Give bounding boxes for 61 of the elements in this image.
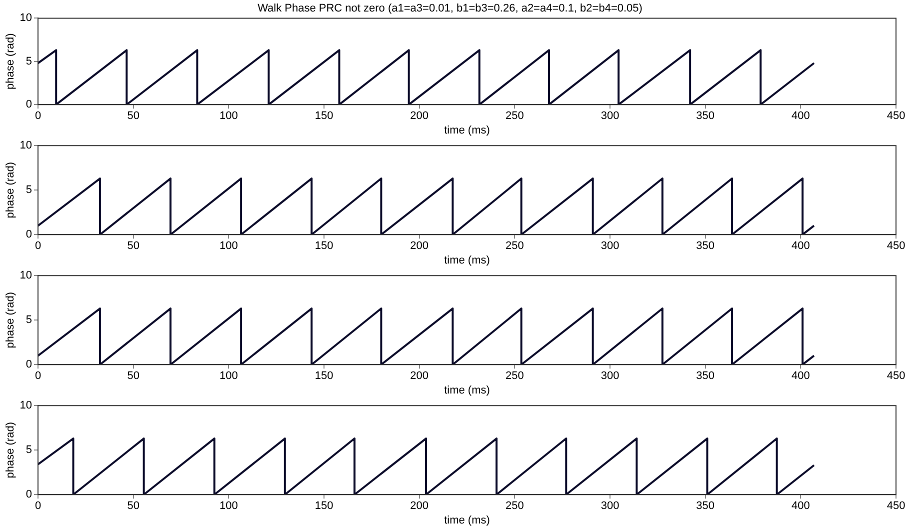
x-tick-label: 50	[127, 240, 140, 252]
x-tick-label: 200	[410, 370, 429, 382]
x-tick-label: 450	[886, 370, 906, 382]
x-tick-label: 450	[886, 240, 906, 252]
x-tick-label: 400	[791, 110, 810, 122]
x-tick-label: 300	[600, 370, 620, 382]
x-tick-label: 250	[505, 500, 524, 512]
y-tick-label: 0	[26, 98, 32, 111]
x-tick-label: 350	[696, 370, 715, 382]
x-tick-label: 400	[791, 240, 810, 252]
x-tick-label: 400	[791, 500, 810, 512]
y-tick-label: 10	[20, 12, 32, 24]
x-tick-label: 200	[410, 240, 429, 252]
x-axis-title: time (ms)	[444, 384, 490, 396]
x-tick-label: 250	[505, 240, 524, 252]
x-tick-label: 150	[314, 240, 334, 252]
y-axis-title: phase (rad)	[4, 162, 17, 218]
y-tick-label: 5	[26, 444, 32, 456]
x-tick-label: 50	[127, 110, 140, 122]
x-tick-label: 300	[600, 240, 620, 252]
x-tick-label: 400	[791, 370, 810, 382]
x-tick-label: 450	[886, 500, 906, 512]
y-tick-label: 0	[26, 358, 32, 371]
x-tick-label: 0	[34, 110, 42, 122]
x-tick-label: 300	[600, 500, 620, 512]
y-tick-label: 10	[20, 400, 32, 412]
y-tick-label: 10	[20, 140, 32, 152]
x-tick-label: 150	[314, 110, 334, 122]
x-tick-label: 100	[219, 240, 238, 252]
x-tick-label: 150	[314, 370, 334, 382]
x-tick-label: 0	[34, 240, 42, 252]
x-axis-title: time (ms)	[444, 514, 490, 526]
x-tick-label: 100	[219, 500, 238, 512]
x-tick-label: 100	[219, 370, 238, 382]
y-tick-label: 5	[26, 55, 32, 68]
y-tick-label: 0	[26, 228, 32, 241]
x-tick-label: 0	[34, 370, 42, 382]
y-tick-label: 10	[20, 270, 32, 282]
x-tick-label: 350	[696, 110, 715, 122]
x-axis-title: time (ms)	[444, 124, 490, 136]
y-axis-title: phase (rad)	[4, 292, 17, 348]
y-tick-label: 5	[26, 314, 32, 326]
x-tick-label: 450	[886, 110, 906, 122]
y-axis-title: phase (rad)	[4, 422, 17, 478]
x-tick-label: 100	[219, 110, 238, 122]
x-tick-label: 200	[410, 110, 429, 122]
chart-title: Walk Phase PRC not zero (a1=a3=0.01, b1=b3=0.26, a2=a4=0.1, b2=b4=0.05)	[258, 2, 642, 15]
y-tick-label: 5	[26, 184, 32, 196]
y-axis-title: phase (rad)	[4, 33, 17, 90]
x-tick-label: 50	[127, 370, 140, 382]
x-tick-label: 250	[505, 110, 524, 122]
x-tick-label: 150	[314, 500, 334, 512]
x-tick-label: 0	[34, 500, 42, 512]
x-tick-label: 350	[696, 240, 715, 252]
y-tick-label: 0	[26, 488, 32, 501]
x-tick-label: 50	[127, 500, 140, 512]
x-tick-label: 300	[600, 110, 620, 122]
x-tick-label: 350	[696, 500, 715, 512]
x-axis-title: time (ms)	[444, 254, 490, 266]
x-tick-label: 250	[505, 370, 524, 382]
x-tick-label: 200	[410, 500, 429, 512]
